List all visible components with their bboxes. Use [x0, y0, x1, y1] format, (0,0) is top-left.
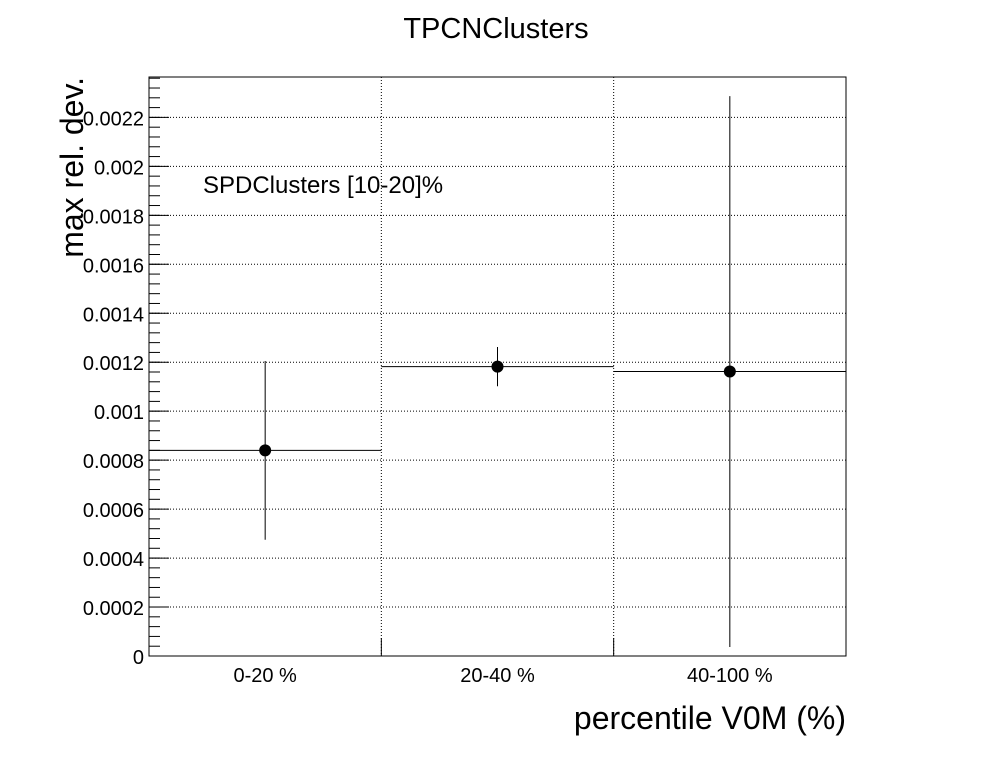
x-tick-label: 40-100 %: [687, 665, 773, 687]
x-axis-label: percentile V0M (%): [574, 700, 846, 736]
y-tick-label: 0.0022: [83, 108, 144, 130]
x-tick-label: 0-20 %: [233, 665, 297, 687]
y-tick-label: 0.002: [94, 157, 144, 179]
y-tick-label: 0.0018: [83, 206, 144, 228]
y-tick-label: 0.0014: [83, 304, 144, 326]
y-tick-label: 0.0016: [83, 255, 144, 277]
data-point: [259, 444, 272, 457]
y-axis-label: max rel. dev.: [54, 77, 90, 258]
x-tick-label: 20-40 %: [460, 665, 535, 687]
data-markers: [149, 96, 846, 647]
y-tick-labels: 0 0.0002 0.0004 0.0006 0.0008 0.001 0.0012 0.00…: [83, 108, 144, 669]
y-tick-label: 0: [133, 647, 144, 669]
x-tick-labels: 0-20 % 20-40 % 40-100 %: [233, 665, 772, 687]
data-point: [491, 360, 504, 373]
y-tick-label: 0.001: [94, 402, 144, 424]
y-tick-label: 0.0008: [83, 451, 144, 473]
data-point: [723, 365, 736, 378]
y-tick-label: 0.0006: [83, 500, 144, 522]
y-tick-label: 0.0012: [83, 353, 144, 375]
y-tick-label: 0.0004: [83, 549, 144, 571]
y-tick-label: 0.0002: [83, 598, 144, 620]
annotation-label: SPDClusters [10-20]%: [203, 172, 443, 199]
plot-frame: [148, 76, 847, 657]
chart-title: TPCNClusters: [403, 13, 588, 45]
